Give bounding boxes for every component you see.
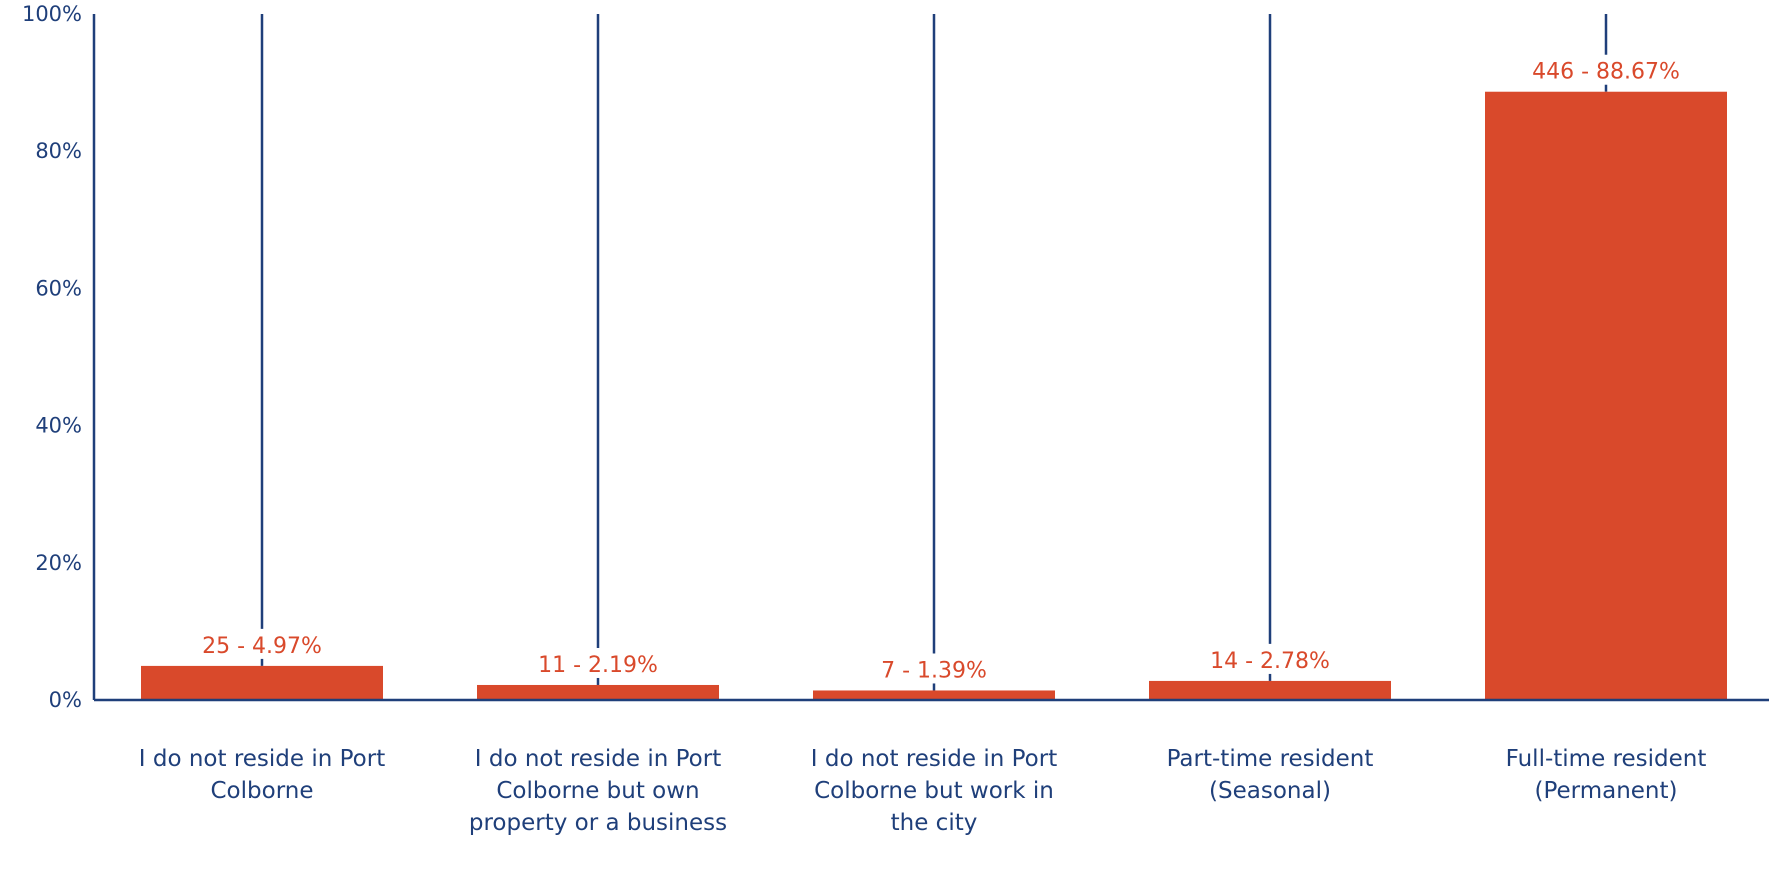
x-category-label: I do not reside in Port Colborne	[138, 746, 386, 804]
bar	[141, 665, 383, 700]
y-tick-label: 0%	[49, 688, 82, 712]
bar-data-label: 446 - 88.67%	[1532, 60, 1680, 85]
x-category-label: I do not reside in Port Colborne but wor…	[810, 746, 1058, 836]
bar-data-label: 7 - 1.39%	[881, 658, 987, 683]
x-category-label: I do not reside in Port Colborne but own…	[468, 746, 728, 836]
y-axis-ticks: 0% 20% 40% 60% 80% 100%	[22, 2, 82, 712]
bar	[1149, 680, 1391, 700]
data-labels: 25 - 4.97% 11 - 2.19% 7 - 1.39% 14 - 2.78% 4…	[202, 60, 1680, 684]
bar	[477, 684, 719, 700]
category-gridlines	[260, 14, 1608, 691]
bar	[813, 690, 1055, 700]
y-tick-label: 100%	[22, 2, 82, 26]
x-category-label: Full-time resident (Permanent)	[1505, 746, 1707, 804]
y-tick-label: 60%	[35, 276, 82, 300]
bar	[1485, 91, 1727, 700]
bar-data-label: 14 - 2.78%	[1210, 649, 1330, 674]
bar-data-label: 11 - 2.19%	[538, 653, 658, 678]
bars	[141, 91, 1727, 700]
y-tick-label: 80%	[35, 139, 82, 163]
x-category-label: Part-time resident (Seasonal)	[1166, 746, 1374, 804]
bar-data-label: 25 - 4.97%	[202, 634, 322, 659]
y-tick-label: 20%	[35, 551, 82, 575]
y-tick-label: 40%	[35, 414, 82, 438]
